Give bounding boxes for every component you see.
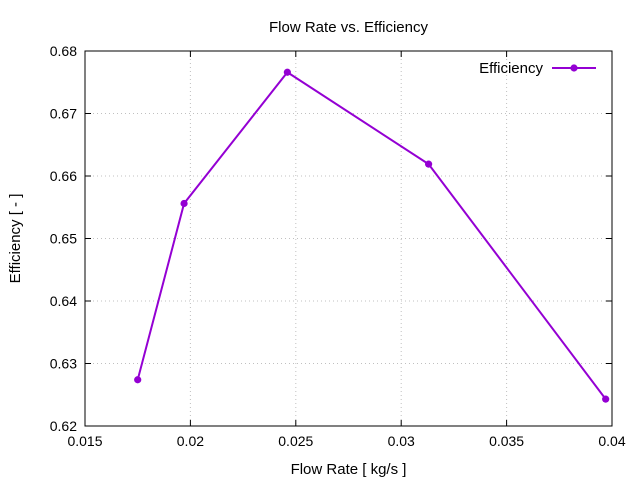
x-tick-label: 0.035 (489, 433, 524, 449)
y-tick-label: 0.64 (50, 293, 77, 309)
legend-label-efficiency: Efficiency (479, 60, 543, 77)
y-tick-label: 0.67 (50, 106, 77, 122)
data-point (134, 376, 142, 384)
x-tick-label: 0.015 (67, 433, 102, 449)
y-tick-label: 0.63 (50, 356, 77, 372)
series-line (136, 70, 607, 400)
grid-layer (85, 51, 612, 426)
x-tick-label: 0.025 (278, 433, 313, 449)
data-point (425, 160, 433, 168)
y-tick-label: 0.65 (50, 231, 77, 247)
y-tick-label: 0.66 (50, 168, 77, 184)
y-tick-label: 0.62 (50, 418, 77, 434)
data-point (602, 395, 610, 403)
series-layer (134, 68, 610, 403)
y-tick-label: 0.68 (50, 43, 77, 59)
legend: Efficiency (479, 60, 596, 77)
plot-frame (84, 50, 613, 427)
x-tick-label: 0.02 (177, 433, 204, 449)
x-axis-title: Flow Rate [ kg/s ] (291, 461, 407, 478)
x-tick-label: 0.03 (388, 433, 415, 449)
data-point (180, 199, 188, 208)
chart-title: Flow Rate vs. Efficiency (269, 19, 428, 36)
y-axis-title: Efficiency [ - ] (7, 194, 24, 284)
tick-layer: 0.015 0.02 0.025 0.03 0.035 0.04 0.62 0.63 0.64 0… (50, 43, 626, 449)
data-point (283, 68, 291, 76)
x-tick-label: 0.04 (598, 433, 625, 449)
legend-marker-efficiency (570, 64, 578, 72)
